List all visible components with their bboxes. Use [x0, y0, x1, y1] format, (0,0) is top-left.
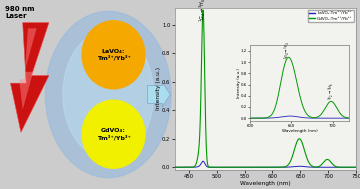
Circle shape: [82, 21, 145, 89]
Ellipse shape: [63, 30, 154, 159]
Polygon shape: [19, 28, 37, 110]
Circle shape: [82, 100, 145, 168]
Polygon shape: [10, 23, 49, 132]
Text: 980 nm
Laser: 980 nm Laser: [5, 6, 35, 19]
Text: $^3F_2\rightarrow{}^3H_6$: $^3F_2\rightarrow{}^3H_6$: [326, 82, 336, 100]
Text: GdVO₄:
Tm³⁺/Yb³⁺: GdVO₄: Tm³⁺/Yb³⁺: [96, 128, 130, 140]
X-axis label: Wavelength (nm): Wavelength (nm): [282, 129, 318, 133]
Y-axis label: Intensity (a.u.): Intensity (a.u.): [156, 67, 161, 110]
FancyArrow shape: [148, 82, 170, 107]
Text: $^1G_4\rightarrow{}^3H_6$: $^1G_4\rightarrow{}^3H_6$: [198, 0, 208, 22]
Legend: LaVO₄:Tm³⁺/Yb³⁺, GdVO₄:Tm³⁺/Yb³⁺: LaVO₄:Tm³⁺/Yb³⁺, GdVO₄:Tm³⁺/Yb³⁺: [307, 10, 354, 22]
X-axis label: Wavelength (nm): Wavelength (nm): [240, 181, 291, 186]
Y-axis label: Intensity (a.u.): Intensity (a.u.): [237, 68, 241, 98]
Text: LaVO₄:
Tm³⁺/Yb³⁺: LaVO₄: Tm³⁺/Yb³⁺: [96, 49, 130, 61]
Ellipse shape: [45, 11, 171, 178]
Text: $^1G_4\rightarrow{}^3F_4$: $^1G_4\rightarrow{}^3F_4$: [282, 41, 292, 59]
